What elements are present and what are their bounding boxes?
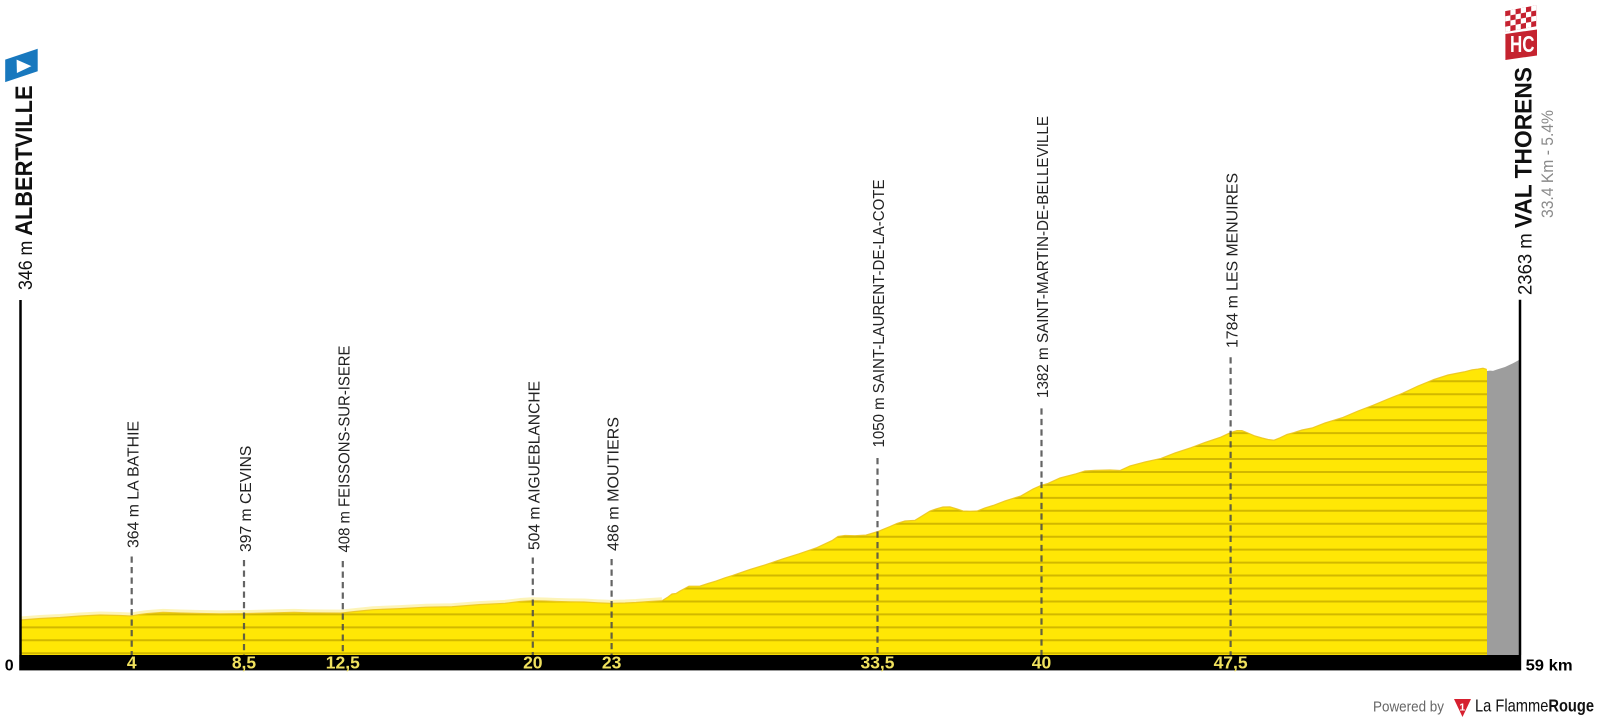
svg-text:408 m FEISSONS-SUR-ISERE: 408 m FEISSONS-SUR-ISERE bbox=[337, 346, 354, 553]
svg-text:20: 20 bbox=[523, 653, 543, 673]
svg-text:0: 0 bbox=[5, 658, 14, 675]
svg-text:1382 m SAINT-MARTIN-DE-BELLEVI: 1382 m SAINT-MARTIN-DE-BELLEVILLE bbox=[1035, 116, 1052, 398]
svg-text:4: 4 bbox=[127, 653, 137, 673]
svg-text:HC: HC bbox=[1510, 31, 1535, 57]
svg-text:397 m CEVINS: 397 m CEVINS bbox=[238, 446, 255, 552]
svg-text:1: 1 bbox=[1459, 702, 1465, 714]
svg-text:Powered by: Powered by bbox=[1373, 700, 1445, 716]
svg-text:33.4 Km - 5.4%: 33.4 Km - 5.4% bbox=[1539, 110, 1557, 218]
svg-text:486 m MOUTIERS: 486 m MOUTIERS bbox=[605, 417, 622, 551]
svg-text:346 m ALBERTVILLE: 346 m ALBERTVILLE bbox=[11, 86, 38, 291]
svg-text:504 m AIGUEBLANCHE: 504 m AIGUEBLANCHE bbox=[527, 381, 544, 550]
svg-text:364 m LA BATHIE: 364 m LA BATHIE bbox=[125, 421, 142, 548]
svg-text:23: 23 bbox=[602, 653, 622, 673]
svg-text:59 km: 59 km bbox=[1526, 657, 1573, 674]
svg-text:12,5: 12,5 bbox=[326, 653, 360, 673]
svg-text:La FlammeRouge: La FlammeRouge bbox=[1475, 696, 1594, 716]
svg-text:1784 m LES MENUIRES: 1784 m LES MENUIRES bbox=[1224, 173, 1241, 348]
svg-text:2363 m VAL THORENS: 2363 m VAL THORENS bbox=[1511, 67, 1538, 295]
svg-text:1050 m SAINT-LAURENT-DE-LA-COT: 1050 m SAINT-LAURENT-DE-LA-COTE bbox=[871, 180, 888, 448]
svg-text:33,5: 33,5 bbox=[860, 653, 894, 673]
svg-text:47,5: 47,5 bbox=[1214, 653, 1248, 673]
svg-text:8,5: 8,5 bbox=[232, 653, 257, 673]
svg-text:40: 40 bbox=[1032, 653, 1052, 673]
